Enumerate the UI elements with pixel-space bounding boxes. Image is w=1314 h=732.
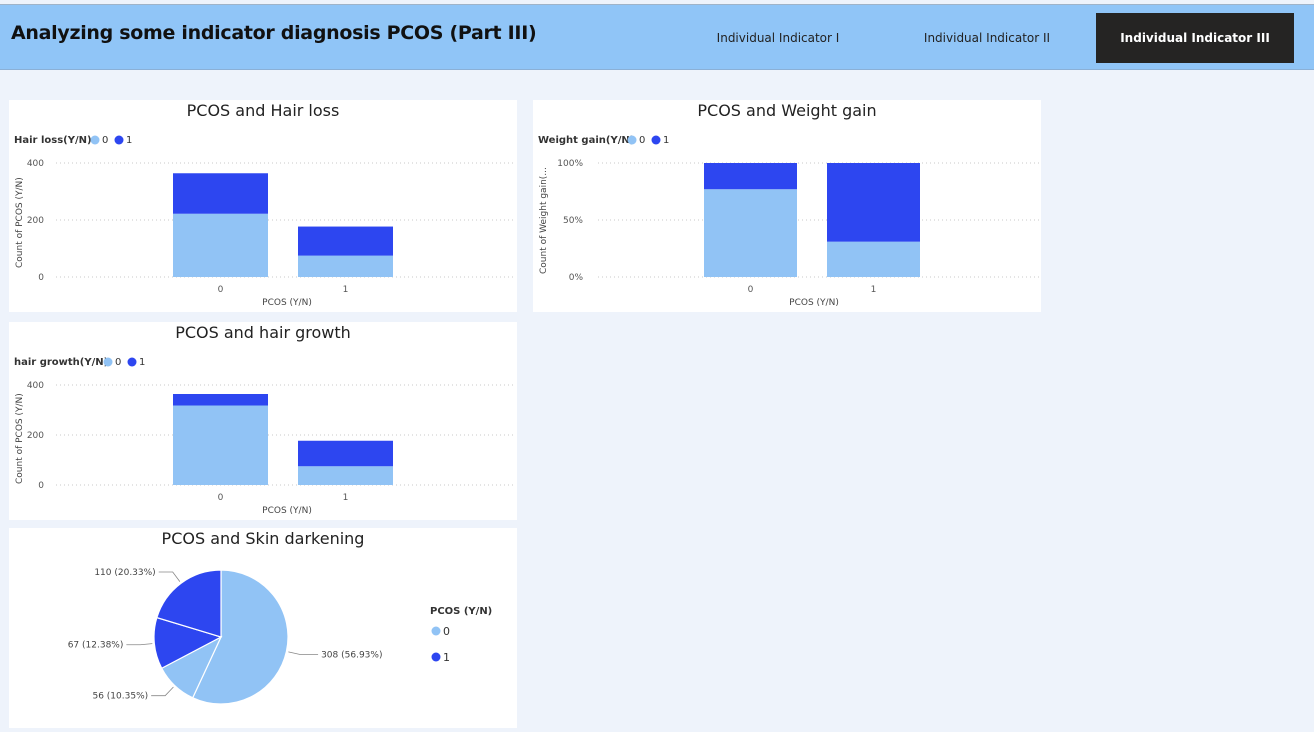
hair-loss-chart-title: PCOS and Hair loss xyxy=(186,101,340,120)
hair-growth-chart-panel: PCOS and hair growth hair growth(Y/N) 0 … xyxy=(9,322,517,520)
skin-darkening-chart-title: PCOS and Skin darkening xyxy=(161,529,365,548)
y-tick-label: 400 xyxy=(27,381,44,391)
bar-series-0-cat-0 xyxy=(173,213,268,277)
hair-loss-chart-panel: PCOS and Hair loss Hair loss(Y/N) 0 1 Co… xyxy=(9,100,517,312)
x-tick-label: 1 xyxy=(343,285,349,295)
x-tick-label: 0 xyxy=(748,285,754,295)
legend-swatch-0 xyxy=(431,626,441,636)
pie-slice xyxy=(191,569,289,705)
legend-swatch-1 xyxy=(651,135,661,145)
legend-label-1: 1 xyxy=(443,651,450,664)
hair-loss-y-axis-label: Count of PCOS (Y/N) xyxy=(15,177,25,268)
pie-data-label: 67 (12.38%) xyxy=(68,641,124,651)
legend-swatch-1 xyxy=(431,652,441,662)
page-title: Analyzing some indicator diagnosis PCOS … xyxy=(11,22,537,44)
legend-label-0: 0 xyxy=(639,135,645,146)
legend-label-0: 0 xyxy=(102,135,108,146)
bar-series-0-cat-0 xyxy=(704,189,797,277)
tab-individual-indicator-3[interactable]: Individual Indicator III xyxy=(1096,13,1294,63)
header-bar: Analyzing some indicator diagnosis PCOS … xyxy=(0,4,1314,70)
legend-swatch-0 xyxy=(103,357,113,367)
bar-series-1-cat-0 xyxy=(704,163,797,190)
pie-data-label: 308 (56.93%) xyxy=(321,650,382,660)
legend-swatch-0 xyxy=(90,135,100,145)
hair-loss-x-axis-label: PCOS (Y/N) xyxy=(262,298,312,308)
weight-gain-y-axis-label: Count of Weight gain(... xyxy=(539,167,549,274)
bar-series-1-cat-0 xyxy=(173,394,268,406)
bar-series-0-cat-1 xyxy=(298,255,393,277)
pie-leader-line xyxy=(158,571,181,582)
y-tick-label: 200 xyxy=(27,431,44,441)
legend-swatch-0 xyxy=(627,135,637,145)
hair-growth-legend-title: hair growth(Y/N) xyxy=(14,357,108,368)
y-tick-label: 50% xyxy=(563,216,583,226)
legend-swatch-1 xyxy=(114,135,124,145)
hair-growth-chart: hair growth(Y/N) 0 1 Count of PCOS (Y/N)… xyxy=(14,357,516,516)
hair-growth-chart-title: PCOS and hair growth xyxy=(175,323,351,342)
legend-label-1: 1 xyxy=(126,135,132,146)
bar-series-0-cat-0 xyxy=(173,405,268,485)
hair-loss-chart: Hair loss(Y/N) 0 1 Count of PCOS (Y/N) P… xyxy=(14,135,516,308)
bar-series-0-cat-1 xyxy=(827,241,920,277)
legend-label-1: 1 xyxy=(139,357,145,368)
x-tick-label: 1 xyxy=(871,285,877,295)
legend-label-1: 1 xyxy=(663,135,669,146)
y-tick-label: 0 xyxy=(38,481,44,491)
y-tick-label: 0% xyxy=(569,273,584,283)
skin-darkening-chart-panel: PCOS and Skin darkening PCOS (Y/N) 0 1 3… xyxy=(9,528,517,728)
weight-gain-chart: Weight gain(Y/N) 0 1 Count of Weight gai… xyxy=(538,135,1040,308)
pie-leader-line xyxy=(288,651,319,655)
bar-series-0-cat-1 xyxy=(298,466,393,485)
legend-swatch-1 xyxy=(127,357,137,367)
legend-label-0: 0 xyxy=(443,625,450,638)
skin-darkening-legend-title: PCOS (Y/N) xyxy=(430,606,492,617)
pie-slice xyxy=(156,569,222,638)
pie-leader-line xyxy=(151,686,174,697)
y-tick-label: 200 xyxy=(27,216,44,226)
pie-leader-line xyxy=(126,643,153,646)
tab-individual-indicator-1[interactable]: Individual Indicator I xyxy=(716,31,840,45)
tab-individual-indicator-2[interactable]: Individual Indicator II xyxy=(923,31,1051,45)
y-tick-label: 100% xyxy=(557,159,583,169)
x-tick-label: 1 xyxy=(343,493,349,503)
bar-series-1-cat-0 xyxy=(173,173,268,214)
bar-series-1-cat-1 xyxy=(298,440,393,467)
y-tick-label: 0 xyxy=(38,273,44,283)
bar-series-1-cat-1 xyxy=(298,226,393,256)
bar-series-1-cat-1 xyxy=(827,163,920,242)
weight-gain-chart-panel: PCOS and Weight gain Weight gain(Y/N) 0 … xyxy=(533,100,1041,312)
hair-growth-y-axis-label: Count of PCOS (Y/N) xyxy=(15,393,25,484)
weight-gain-legend-title: Weight gain(Y/N) xyxy=(538,135,634,146)
pie-data-label: 110 (20.33%) xyxy=(94,568,155,578)
weight-gain-x-axis-label: PCOS (Y/N) xyxy=(789,298,839,308)
legend-label-0: 0 xyxy=(115,357,121,368)
skin-darkening-chart: PCOS (Y/N) 0 1 308 (56.93%) 56 (10.35%) 67… xyxy=(68,568,492,705)
hair-loss-legend-title: Hair loss(Y/N) xyxy=(14,135,92,146)
pie-data-label: 56 (10.35%) xyxy=(92,692,148,702)
weight-gain-chart-title: PCOS and Weight gain xyxy=(697,101,877,120)
y-tick-label: 400 xyxy=(27,159,44,169)
x-tick-label: 0 xyxy=(218,493,224,503)
x-tick-label: 0 xyxy=(218,285,224,295)
hair-growth-x-axis-label: PCOS (Y/N) xyxy=(262,506,312,516)
